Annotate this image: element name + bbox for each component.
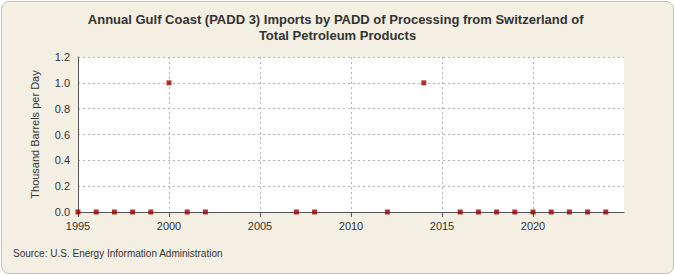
svg-text:2015: 2015 — [430, 220, 454, 232]
svg-text:Thousand Barrels per Day: Thousand Barrels per Day — [29, 70, 41, 199]
svg-text:0.8: 0.8 — [55, 103, 70, 115]
svg-text:Source: U.S. Energy Informatio: Source: U.S. Energy Information Administ… — [13, 248, 223, 259]
svg-text:1995: 1995 — [66, 220, 90, 232]
svg-text:2005: 2005 — [248, 220, 272, 232]
svg-text:0.6: 0.6 — [55, 129, 70, 141]
svg-text:0.4: 0.4 — [55, 154, 70, 166]
svg-text:Annual Gulf Coast (PADD 3) Imp: Annual Gulf Coast (PADD 3) Imports by PA… — [88, 12, 587, 27]
svg-text:1.0: 1.0 — [55, 77, 70, 89]
svg-text:2000: 2000 — [157, 220, 181, 232]
svg-text:2020: 2020 — [521, 220, 545, 232]
svg-text:Total Petroleum Products: Total Petroleum Products — [259, 28, 416, 43]
svg-text:1.2: 1.2 — [55, 51, 70, 63]
svg-text:0.2: 0.2 — [55, 180, 70, 192]
svg-text:2010: 2010 — [339, 220, 363, 232]
svg-text:0.0: 0.0 — [55, 206, 70, 218]
